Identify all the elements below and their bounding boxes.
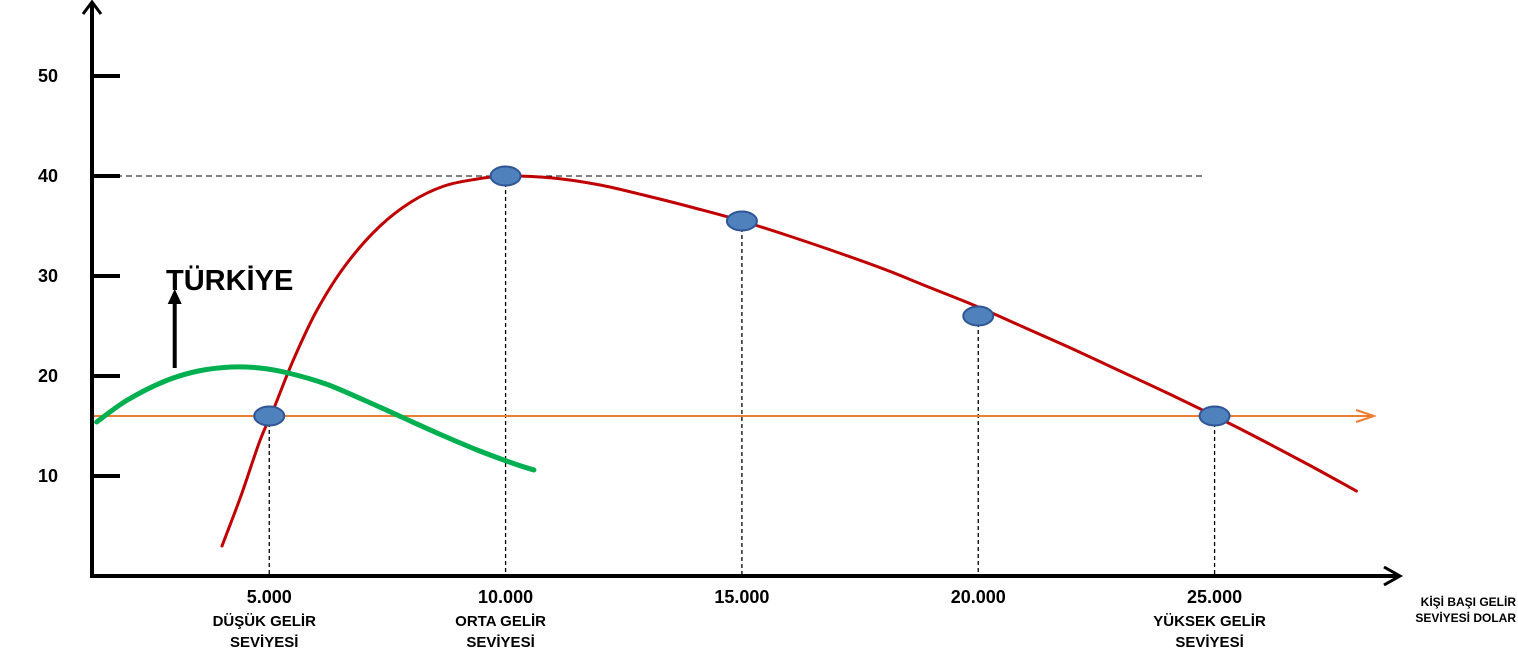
x-tick-caption-5.000-1: DÜŞÜK GELİR (213, 613, 317, 630)
annotation-layer: TÜRKİYE (166, 264, 293, 368)
x-tick-label-10.000: 10.000 (478, 587, 533, 607)
x-tick-label-5.000: 5.000 (247, 587, 292, 607)
x-tick-label-20.000: 20.000 (951, 587, 1006, 607)
y-axis-arrowhead (81, 0, 103, 15)
x-tick-label-15.000: 15.000 (714, 587, 769, 607)
axes (81, 0, 1404, 587)
x-tick-caption-10.000-2: SEVİYESİ (466, 634, 534, 651)
x-tick-label-25.000: 25.000 (1187, 587, 1242, 607)
data-point-4 (962, 305, 995, 327)
series-line-red-curve (220, 174, 1358, 548)
data-point-2 (489, 165, 522, 187)
series-layer (94, 174, 1358, 548)
annotation-arrow-head (167, 289, 182, 304)
x-tick-caption-25.000-2: SEVİYESİ (1175, 634, 1243, 651)
series-line-green-curve (94, 364, 537, 473)
x-axis-caption-line-2: SEVİYESİ DOLAR (1415, 610, 1516, 625)
x-tick-caption-5.000-2: SEVİYESİ (230, 634, 298, 651)
y-tick-label-50: 50 (38, 66, 58, 86)
y-tick-label-30: 30 (38, 266, 58, 286)
x-tick-caption-10.000-1: ORTA GELİR (455, 613, 546, 630)
x-axis-caption-line-1: KİŞİ BAŞI GELİR (1421, 594, 1517, 609)
points-layer (253, 165, 1231, 427)
x-axis-arrowhead (1383, 565, 1404, 587)
tick-labels: 10 20 30 40 50 5.000 DÜŞÜK GELİR SEVİYESİ 10.000… (38, 66, 1516, 651)
reference-lines (106, 175, 1216, 576)
x-tick-caption-25.000-1: YÜKSEK GELİR (1153, 613, 1266, 630)
data-point-1 (253, 405, 286, 427)
data-point-5 (1198, 405, 1231, 427)
data-point-3 (725, 210, 758, 232)
annotation-label: TÜRKİYE (166, 264, 293, 297)
y-tick-label-10: 10 (38, 466, 58, 486)
y-tick-label-20: 20 (38, 366, 58, 386)
y-tick-label-40: 40 (38, 166, 58, 186)
